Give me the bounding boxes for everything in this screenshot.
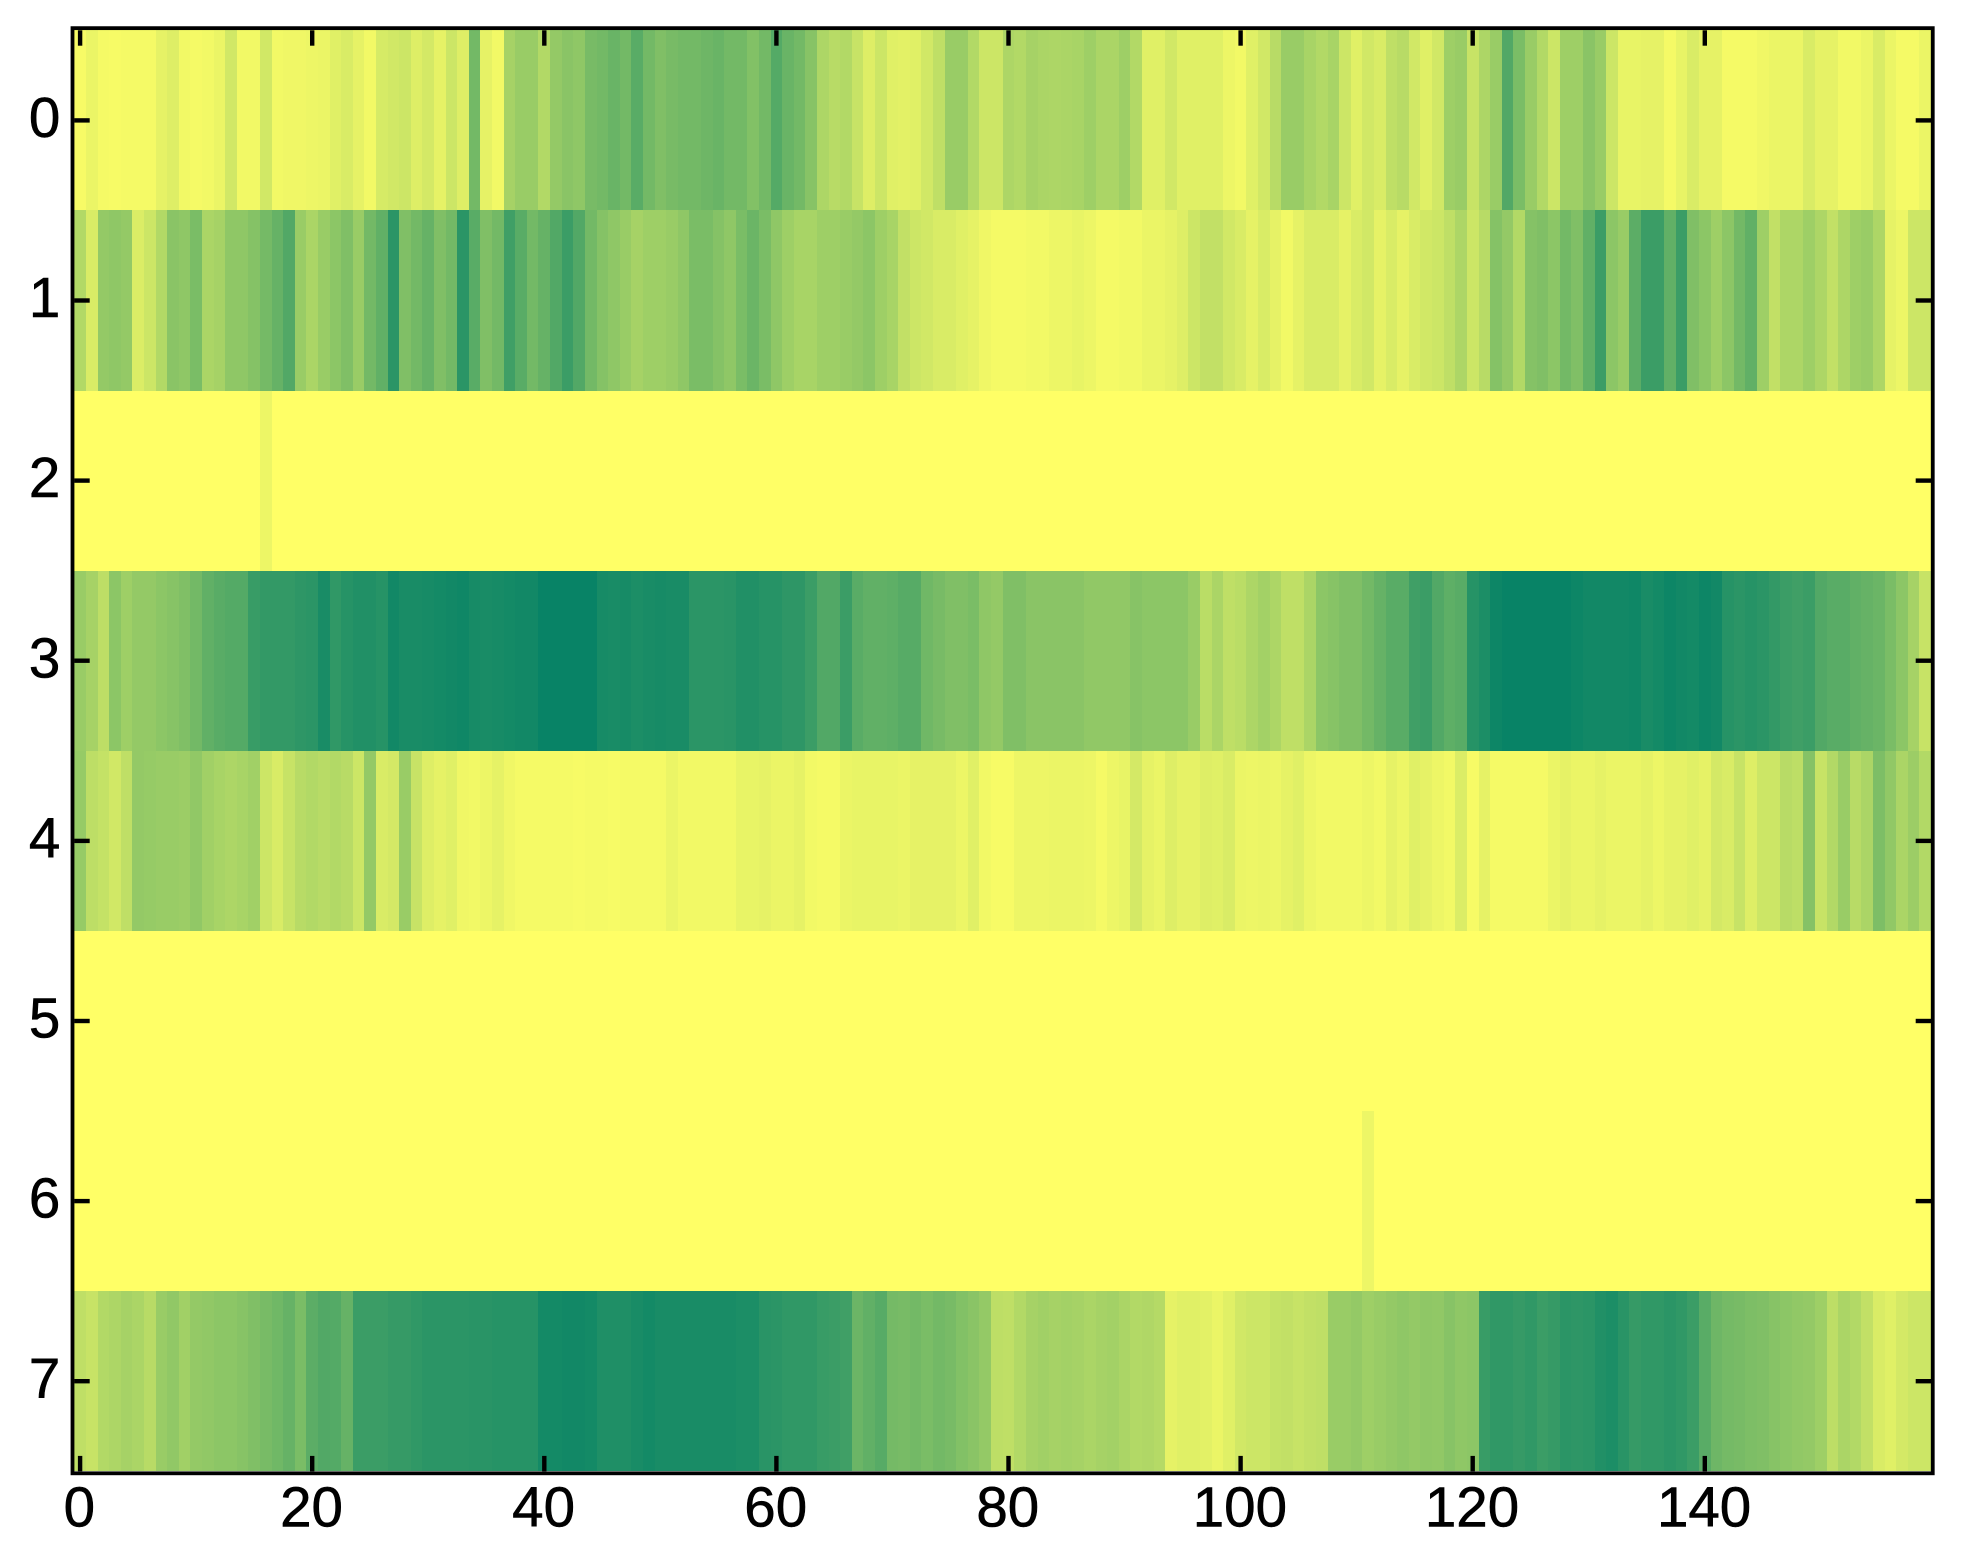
- svg-text:3: 3: [29, 626, 60, 689]
- svg-text:2: 2: [29, 446, 60, 509]
- svg-text:7: 7: [29, 1347, 60, 1410]
- svg-text:100: 100: [1193, 1476, 1287, 1539]
- svg-text:40: 40: [512, 1476, 575, 1539]
- svg-text:5: 5: [29, 987, 60, 1050]
- svg-text:6: 6: [29, 1167, 60, 1230]
- svg-text:0: 0: [64, 1476, 95, 1539]
- svg-text:60: 60: [744, 1476, 807, 1539]
- svg-text:140: 140: [1657, 1476, 1751, 1539]
- svg-text:0: 0: [29, 86, 60, 149]
- svg-text:4: 4: [29, 807, 60, 870]
- svg-text:120: 120: [1425, 1476, 1519, 1539]
- svg-text:1: 1: [29, 266, 60, 329]
- svg-text:80: 80: [976, 1476, 1039, 1539]
- svg-text:20: 20: [280, 1476, 343, 1539]
